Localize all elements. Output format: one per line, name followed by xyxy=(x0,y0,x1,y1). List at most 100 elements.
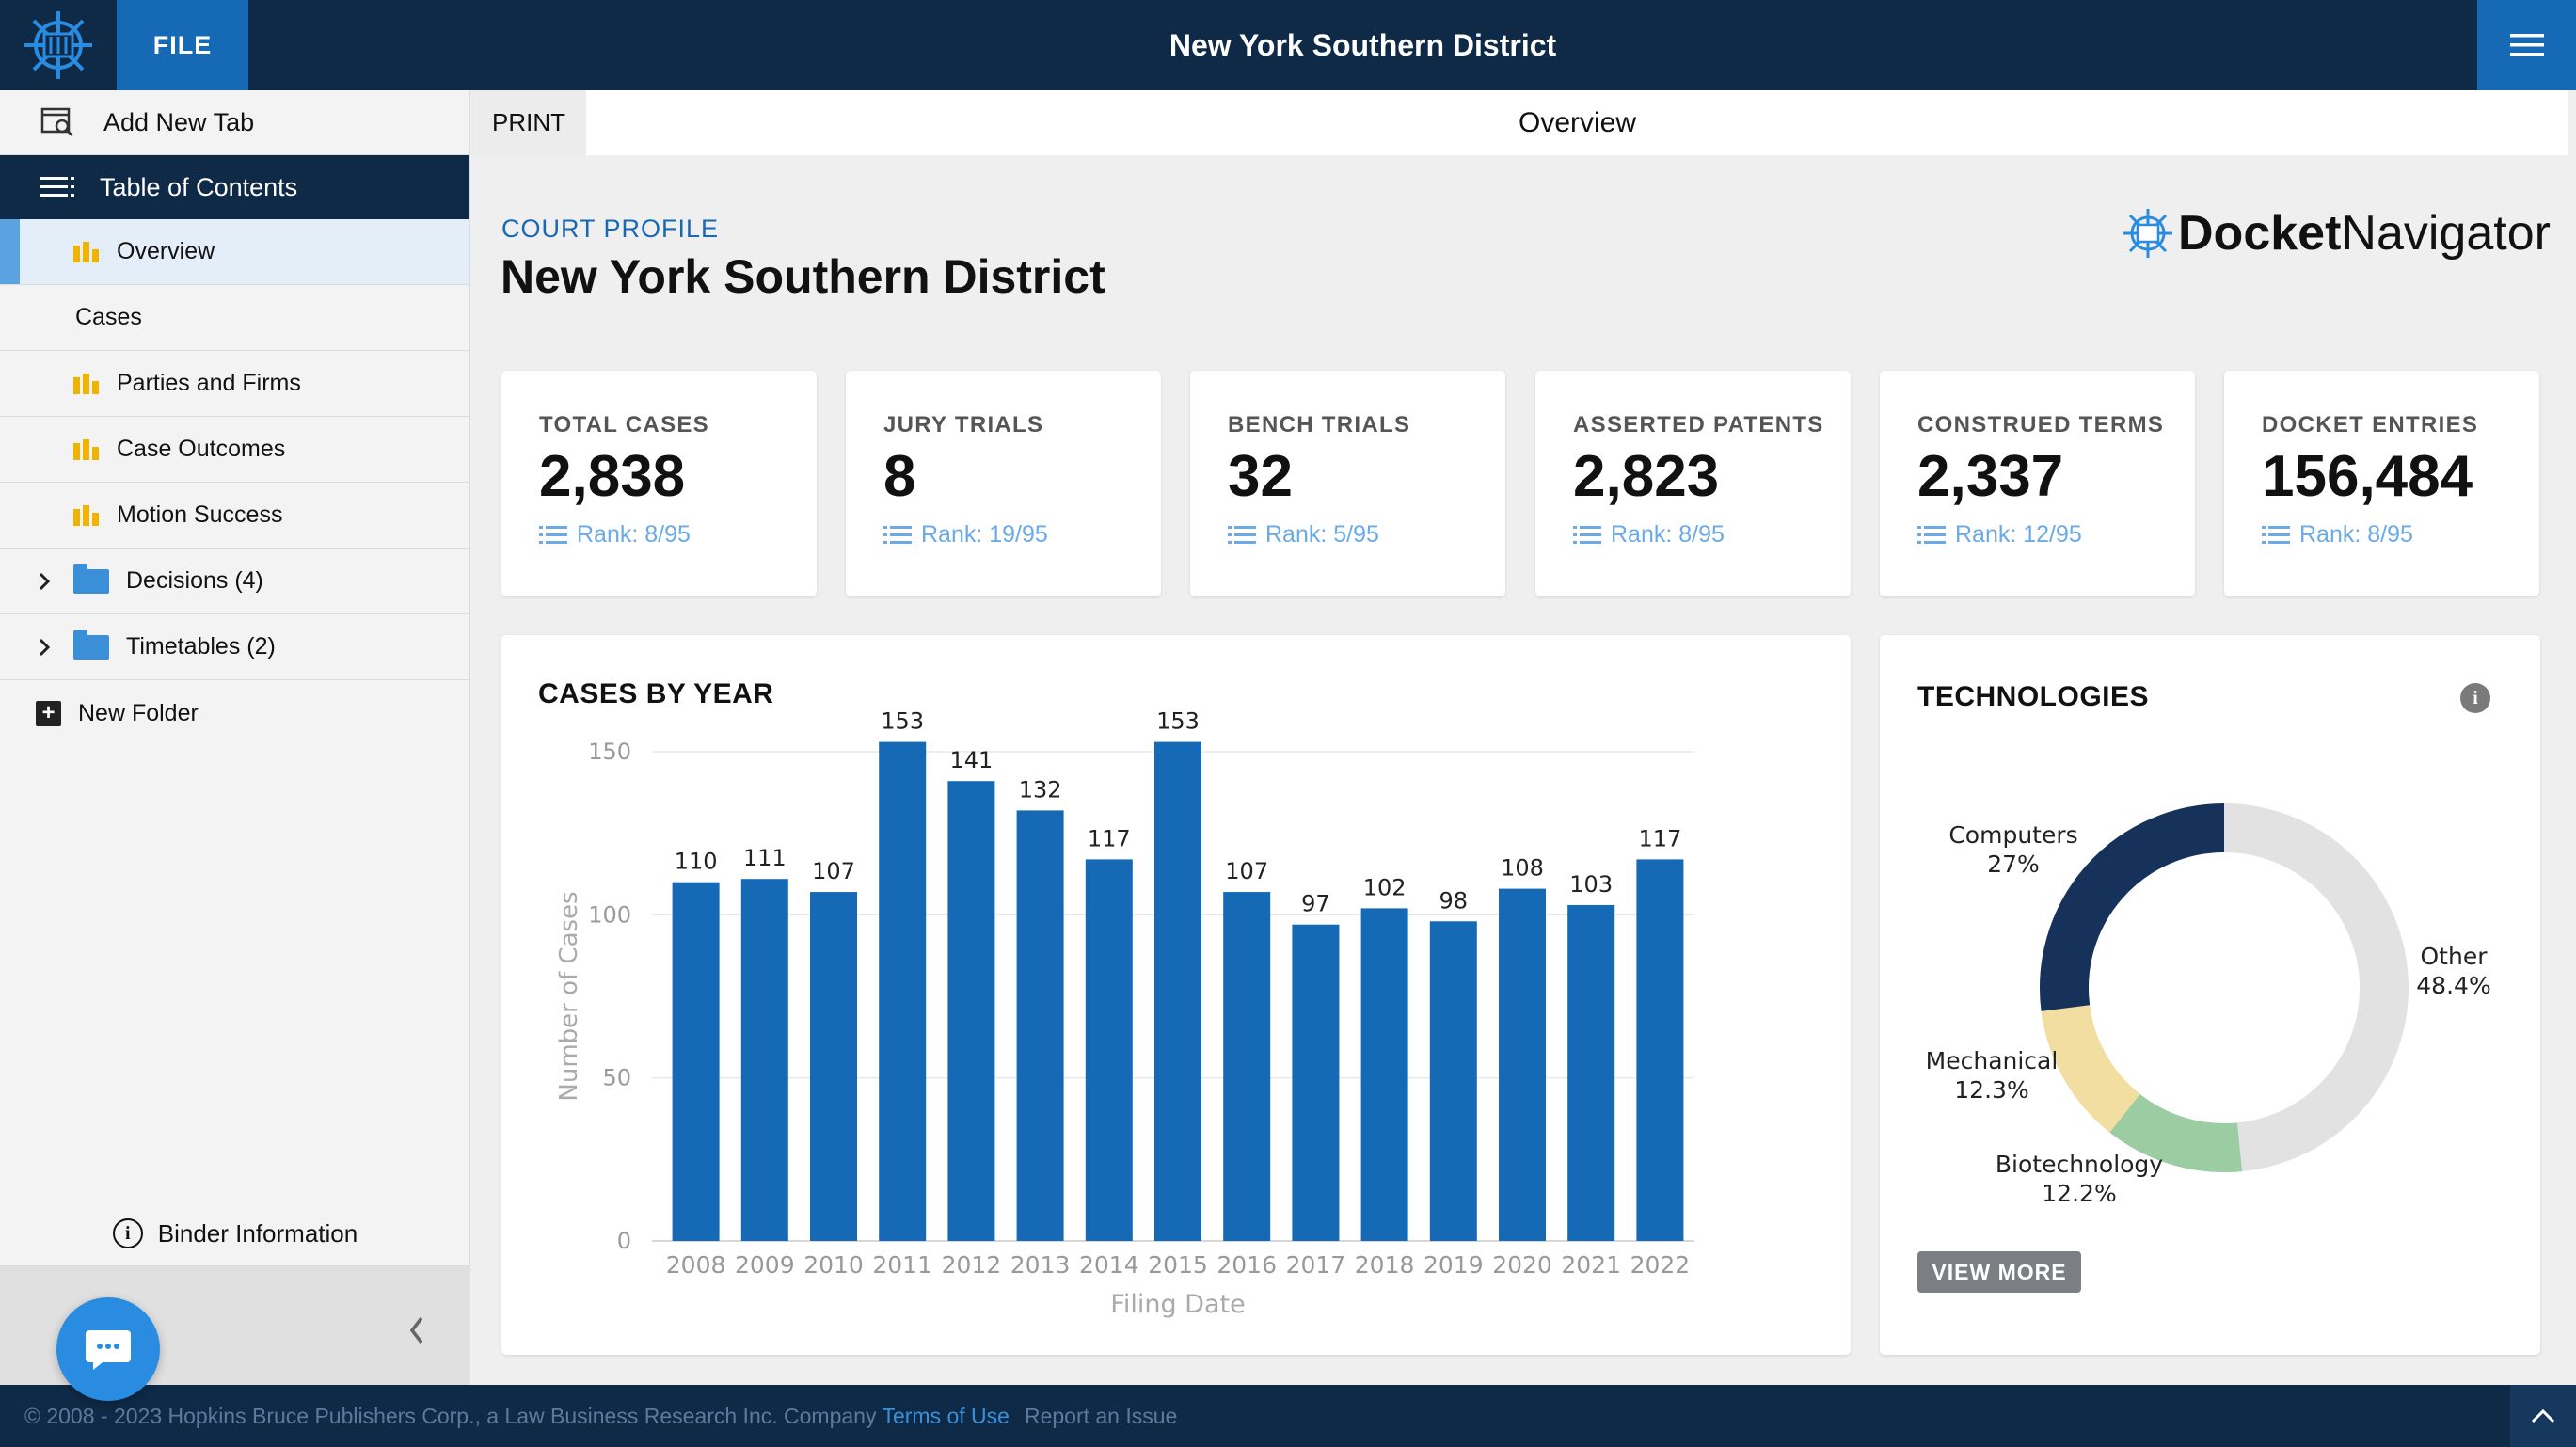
stat-card-construed-terms[interactable]: CONSTRUED TERMS 2,337 Rank: 12/95 xyxy=(1880,371,2195,596)
sidebar-item-timetables[interactable]: Timetables (2) xyxy=(0,614,469,680)
bar xyxy=(1154,741,1201,1241)
x-tick-label: 2020 xyxy=(1492,1251,1552,1279)
stat-rank[interactable]: Rank: 5/95 xyxy=(1228,521,1505,549)
stat-value: 8 xyxy=(883,444,916,509)
bar-value-label: 117 xyxy=(1088,825,1131,851)
bar-value-label: 102 xyxy=(1363,874,1407,900)
table-of-contents-header[interactable]: Table of Contents xyxy=(0,155,469,219)
collapse-sidebar-button[interactable] xyxy=(403,1312,431,1349)
list-icon xyxy=(1573,525,1601,544)
stat-card-docket-entries[interactable]: DOCKET ENTRIES 156,484 Rank: 8/95 xyxy=(2224,371,2539,596)
stat-label: TOTAL CASES xyxy=(539,412,709,437)
view-more-button[interactable]: VIEW MORE xyxy=(1917,1251,2081,1293)
y-tick-label: 150 xyxy=(588,739,631,765)
stat-label: ASSERTED PATENTS xyxy=(1573,412,1824,437)
stat-rank-label: Rank: 5/95 xyxy=(1265,521,1379,548)
bar-chart-icon xyxy=(73,241,105,262)
report-issue-link[interactable]: Report an Issue xyxy=(1024,1403,1178,1428)
bar xyxy=(879,741,927,1241)
sidebar-item-cases[interactable]: Cases xyxy=(0,285,469,351)
x-tick-label: 2013 xyxy=(1010,1251,1071,1279)
stat-label: BENCH TRIALS xyxy=(1228,412,1411,437)
cases-by-year-chart: 0 50 100 150 Number of Cases Filing Date 110 20… xyxy=(555,708,1694,1319)
slice-label: Other xyxy=(2421,943,2489,970)
bar-value-label: 110 xyxy=(675,849,718,875)
top-bar: FILE New York Southern District xyxy=(0,0,2576,90)
donut-slice xyxy=(2040,803,2225,1011)
sidebar-item-motion-success[interactable]: Motion Success xyxy=(0,483,469,549)
bar-value-label: 153 xyxy=(881,708,924,735)
stat-rank[interactable]: Rank: 8/95 xyxy=(539,521,817,549)
list-icon xyxy=(539,525,567,544)
folder-icon xyxy=(73,629,109,660)
bar-value-label: 103 xyxy=(1569,871,1613,898)
plus-icon: + xyxy=(36,700,61,726)
file-button[interactable]: FILE xyxy=(117,0,248,90)
x-tick-label: 2017 xyxy=(1286,1251,1346,1279)
stat-label: JURY TRIALS xyxy=(883,412,1044,437)
stat-card-bench-trials[interactable]: BENCH TRIALS 32 Rank: 5/95 xyxy=(1190,371,1505,596)
brand-name-bold: Docket xyxy=(2178,206,2342,261)
x-tick-label: 2016 xyxy=(1216,1251,1277,1279)
chevron-right-icon[interactable] xyxy=(36,570,53,593)
sidebar-item-decisions[interactable]: Decisions (4) xyxy=(0,549,469,614)
stat-rank-label: Rank: 8/95 xyxy=(2299,521,2413,548)
chevron-right-icon[interactable] xyxy=(36,636,53,659)
y-axis-label: Number of Cases xyxy=(555,891,583,1101)
print-button[interactable]: PRINT xyxy=(471,90,586,155)
bar-chart-icon xyxy=(73,373,105,394)
binder-information-button[interactable]: i Binder Information xyxy=(0,1201,470,1265)
stat-rank[interactable]: Rank: 8/95 xyxy=(1573,521,1851,549)
donut-slice xyxy=(2041,1004,2141,1133)
slice-label: Computers xyxy=(1948,821,2077,849)
scroll-to-top-button[interactable] xyxy=(2510,1385,2576,1447)
bar-chart-icon xyxy=(73,504,105,526)
bar xyxy=(1016,810,1064,1241)
tab-overview[interactable]: Overview xyxy=(586,90,2568,155)
bar-value-label: 107 xyxy=(812,858,855,884)
info-icon[interactable]: i xyxy=(2460,683,2490,713)
add-new-tab-button[interactable]: Add New Tab xyxy=(0,90,469,155)
bar-value-label: 132 xyxy=(1019,776,1062,803)
hamburger-menu-button[interactable] xyxy=(2477,0,2576,90)
bar-value-label: 107 xyxy=(1225,858,1268,884)
ship-wheel-icon xyxy=(24,11,92,79)
slice-value-label: 48.4% xyxy=(2416,972,2490,999)
bar xyxy=(947,781,995,1241)
x-axis-label: Filing Date xyxy=(1110,1290,1245,1319)
brand-name-light: Navigator xyxy=(2341,206,2551,261)
chat-button[interactable] xyxy=(56,1297,160,1401)
bar-value-label: 97 xyxy=(1301,891,1330,917)
toc-label: Table of Contents xyxy=(100,172,298,201)
bar-value-label: 108 xyxy=(1501,855,1544,882)
terms-of-use-link[interactable]: Terms of Use xyxy=(882,1403,1010,1428)
stat-rank[interactable]: Rank: 19/95 xyxy=(883,521,1161,549)
list-icon xyxy=(1917,525,1946,544)
sidebar-item-parties-and-firms[interactable]: Parties and Firms xyxy=(0,351,469,417)
stat-rank[interactable]: Rank: 12/95 xyxy=(1917,521,2195,549)
slice-label: Mechanical xyxy=(1926,1047,2059,1074)
stat-rank-label: Rank: 19/95 xyxy=(921,521,1048,548)
chevron-up-icon xyxy=(2531,1408,2555,1423)
x-tick-label: 2021 xyxy=(1561,1251,1621,1279)
chevron-left-icon xyxy=(409,1316,423,1344)
sidebar-item-case-outcomes[interactable]: Case Outcomes xyxy=(0,417,469,483)
sidebar-item-overview[interactable]: Overview xyxy=(0,219,469,285)
x-tick-label: 2012 xyxy=(942,1251,1002,1279)
stat-value: 156,484 xyxy=(2262,444,2473,509)
stat-card-jury-trials[interactable]: JURY TRIALS 8 Rank: 19/95 xyxy=(846,371,1161,596)
x-tick-label: 2008 xyxy=(666,1251,726,1279)
x-tick-label: 2018 xyxy=(1355,1251,1415,1279)
stat-card-total-cases[interactable]: TOTAL CASES 2,838 Rank: 8/95 xyxy=(501,371,817,596)
stat-card-asserted-patents[interactable]: ASSERTED PATENTS 2,823 Rank: 8/95 xyxy=(1535,371,1851,596)
x-tick-label: 2009 xyxy=(735,1251,795,1279)
stat-rank[interactable]: Rank: 8/95 xyxy=(2262,521,2539,549)
new-folder-button[interactable]: + New Folder xyxy=(0,680,469,746)
add-new-tab-label: Add New Tab xyxy=(103,107,255,136)
app-logo[interactable] xyxy=(0,0,117,90)
chat-icon xyxy=(86,1330,131,1370)
sidebar-item-label: Cases xyxy=(75,304,142,330)
sidebar-item-label: Overview xyxy=(117,238,215,264)
bar xyxy=(672,882,720,1241)
